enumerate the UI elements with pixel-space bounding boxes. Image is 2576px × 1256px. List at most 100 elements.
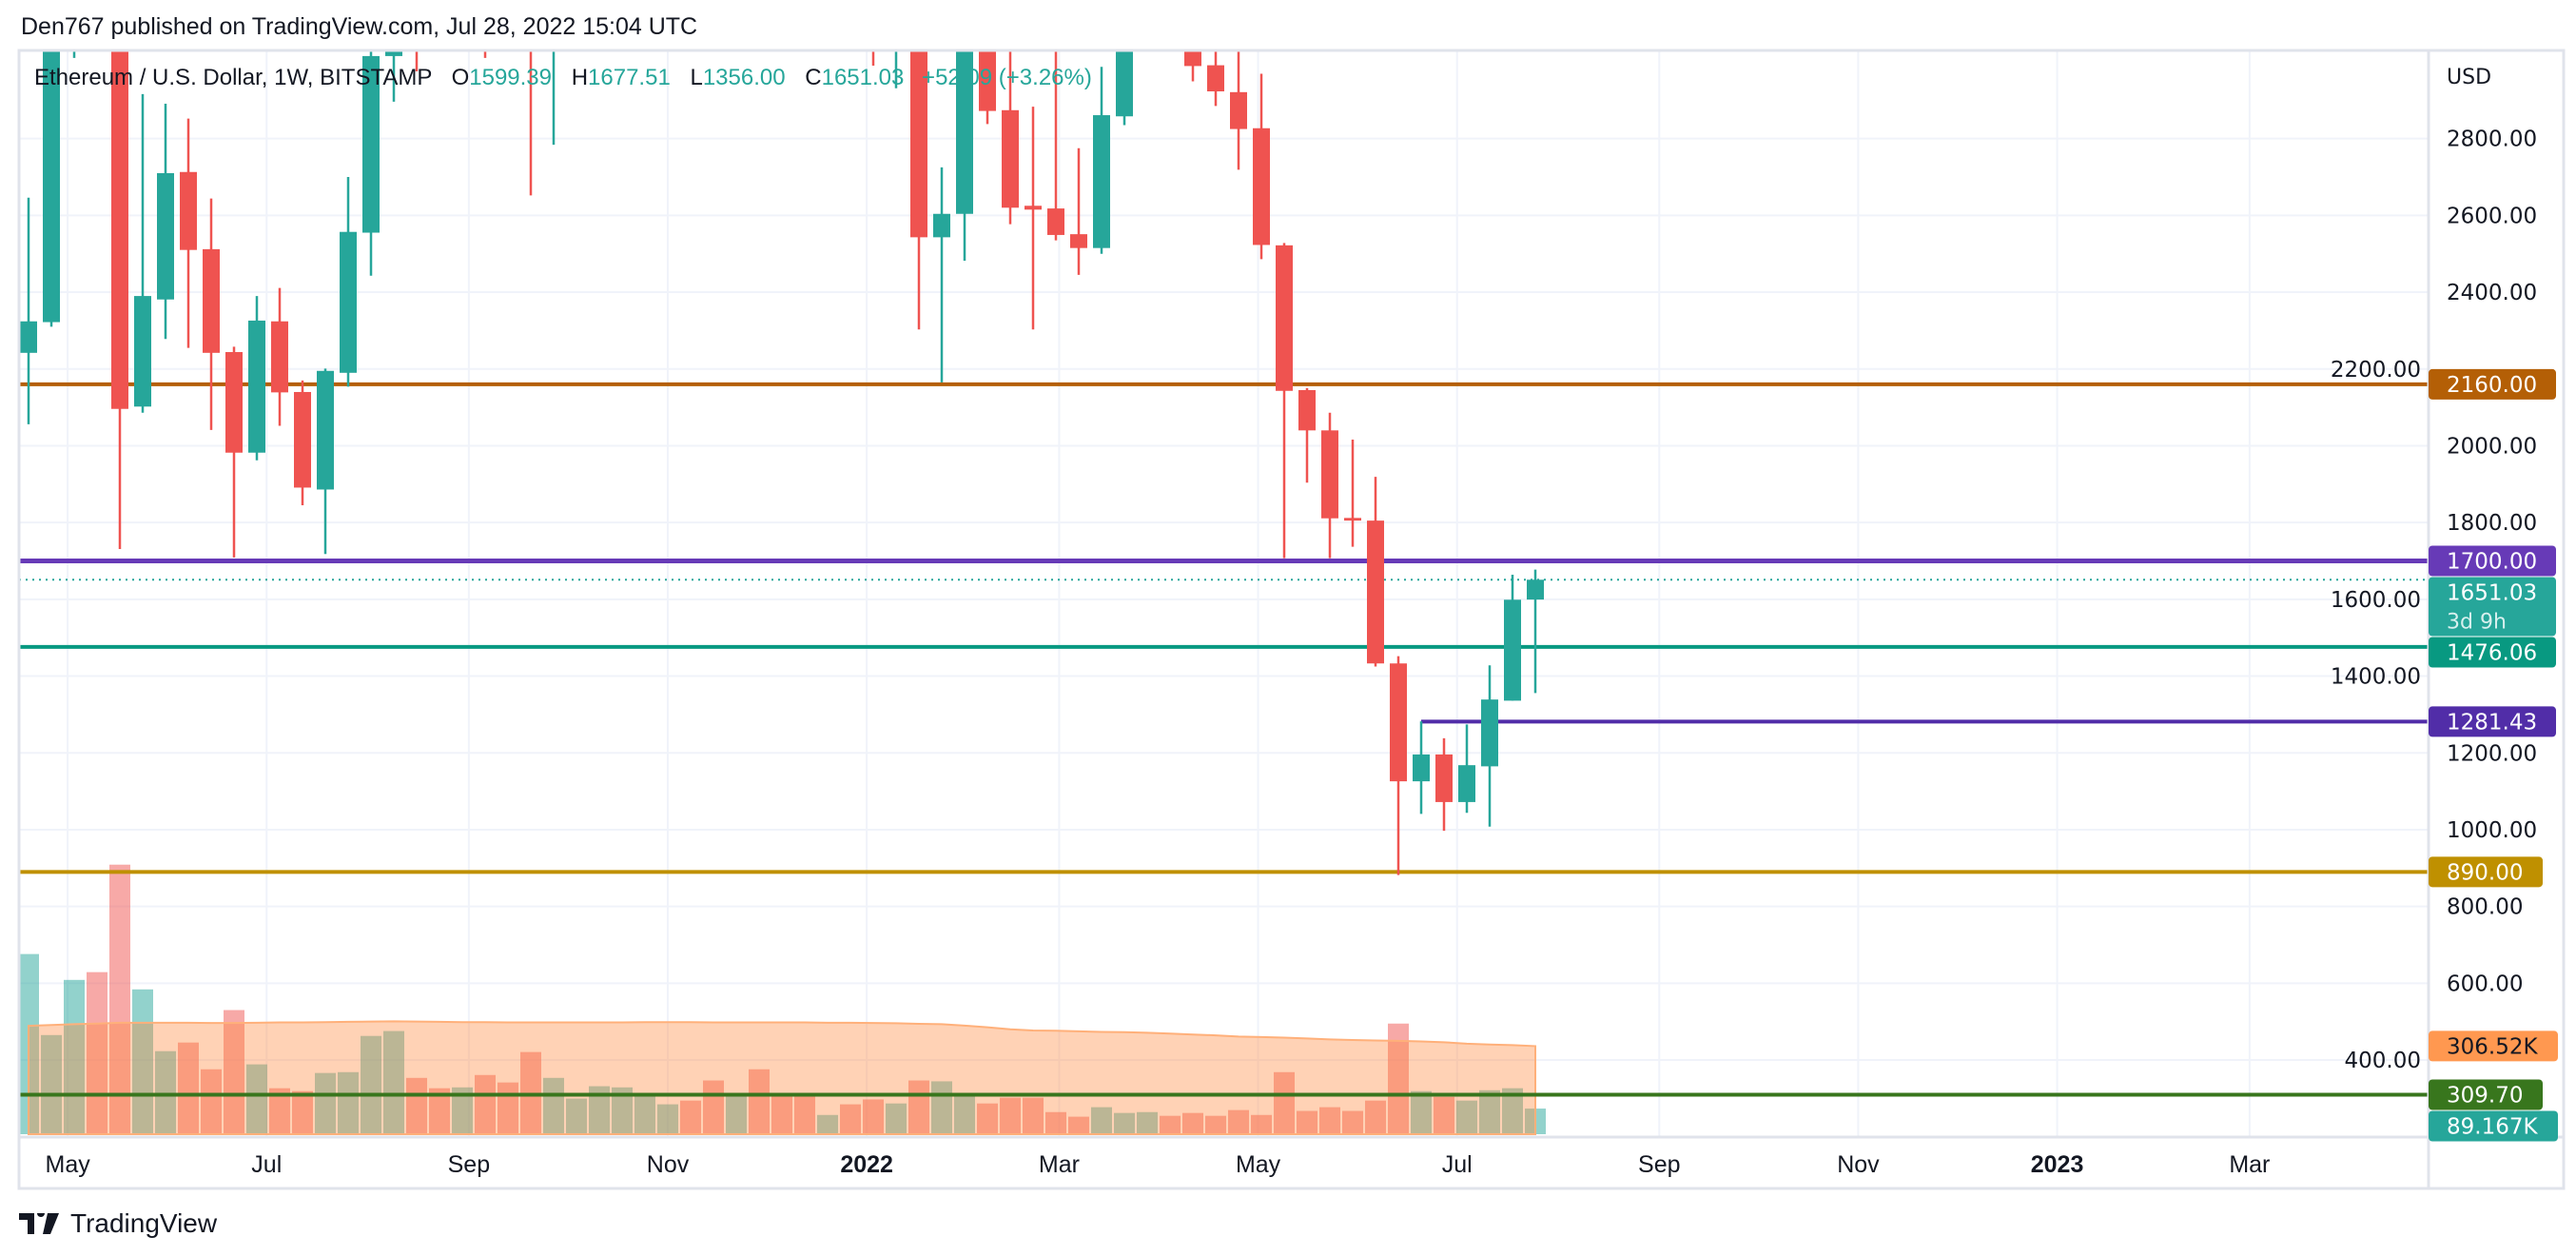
volume-bar: [1137, 1111, 1158, 1134]
volume-bar: [1502, 1088, 1523, 1134]
volume-ma-label-box: [2429, 1030, 2558, 1062]
volume-bar: [817, 1114, 838, 1134]
price-tick-label: 1800.00: [2447, 511, 2537, 536]
time-tick-label: 2023: [2031, 1151, 2084, 1178]
price-tick-label: 2600.00: [2447, 204, 2537, 228]
candle-body: [1230, 91, 1247, 129]
volume-bar: [612, 1087, 633, 1134]
candle-body: [134, 296, 151, 407]
volume-label-box: [2429, 1110, 2558, 1142]
candle-body: [1184, 50, 1201, 67]
candle-body: [271, 321, 288, 393]
volume-bar: [1205, 1115, 1226, 1134]
price-tick-label: 2200.00: [2331, 358, 2421, 383]
price-tick-label: 600.00: [2447, 971, 2523, 996]
chart-frame: [17, 49, 2566, 1190]
candle-body: [294, 391, 311, 488]
volume-bar: [1000, 1097, 1021, 1134]
time-axis[interactable]: May Jul Sep Nov 2022 Mar May Jul Sep Nov 2023 Mar: [46, 1151, 2271, 1178]
candle-body: [979, 50, 996, 111]
open-label: O: [451, 65, 470, 90]
time-tick-label: Mar: [2229, 1151, 2270, 1178]
hline-price-label: 1281.43: [2447, 710, 2537, 735]
volume-bar: [1251, 1114, 1272, 1134]
volume-bar: [361, 1035, 381, 1134]
time-tick-label: May: [46, 1151, 91, 1178]
time-tick-label: Mar: [1039, 1151, 1080, 1178]
candle-body: [1253, 128, 1270, 245]
candle-body: [317, 370, 334, 490]
candle-body: [865, 0, 882, 4]
volume-bar: [543, 1077, 564, 1134]
volume-bar: [863, 1099, 884, 1134]
candle-body: [225, 352, 243, 453]
price-tick-label: 2400.00: [2447, 281, 2537, 305]
volume-bar: [1091, 1107, 1112, 1134]
volume-bar: [1274, 1071, 1295, 1134]
publish-info: Den767 published on TradingView.com, Jul…: [21, 13, 698, 40]
candle-body: [1390, 663, 1407, 782]
high-label: H: [571, 65, 589, 90]
hline-price-label: 309.70: [2447, 1083, 2523, 1108]
hline-price-label: 1700.00: [2447, 550, 2537, 575]
volume-bar: [886, 1103, 907, 1134]
volume-ma-area: [28, 1020, 1536, 1135]
volume-bar: [383, 1030, 404, 1134]
price-axis[interactable]: 2800.00 2600.00 2400.00 2200.00 2000.00 1800.…: [2331, 66, 2537, 1073]
volume-ma-label: 306.52K: [2447, 1034, 2538, 1059]
horizontal-lines[interactable]: [19, 382, 2429, 1097]
volume-bar: [41, 1034, 62, 1134]
volume-bar: [178, 1042, 199, 1134]
volume-bar: [1182, 1112, 1203, 1134]
candle-body: [956, 50, 973, 214]
volume-bar: [452, 1087, 473, 1134]
volume-bar: [292, 1090, 313, 1134]
volume-bar: [109, 864, 130, 1134]
volume-bar: [840, 1104, 861, 1134]
volume-bar: [1434, 1096, 1454, 1134]
candle-body: [385, 50, 402, 56]
open-value: 1599.39: [469, 65, 553, 90]
candle-body: [1481, 699, 1498, 767]
logo-text: TradingView: [70, 1208, 218, 1238]
candle-body: [1116, 50, 1133, 117]
change-value: +52.09 (+3.26%): [922, 65, 1092, 90]
candle-body: [1002, 109, 1019, 208]
candle-body: [933, 213, 950, 238]
volume-bar: [201, 1069, 222, 1134]
volume-bar: [657, 1104, 678, 1134]
price-tick-label: 800.00: [2447, 895, 2523, 920]
candle-body: [180, 171, 197, 250]
volume-bar: [1479, 1089, 1500, 1134]
hline-price-label-box: [2429, 637, 2556, 668]
price-tick-label: 1600.00: [2331, 588, 2421, 613]
tradingview-logo[interactable]: TradingView: [19, 1208, 217, 1239]
volume-bar: [954, 1093, 975, 1134]
candle-body: [1025, 206, 1042, 210]
volume-pane: [19, 864, 1546, 1135]
volume-bar: [406, 1077, 427, 1134]
plot-area[interactable]: [18, 0, 2429, 1135]
hline-price-label-box: [2429, 1079, 2543, 1110]
candles: [20, 0, 1544, 875]
close-value: 1651.03: [821, 65, 905, 90]
volume-bar: [338, 1071, 359, 1134]
candle-body: [1504, 599, 1521, 701]
candle-body: [362, 55, 380, 233]
volume-bar: [429, 1088, 450, 1134]
candle-body: [1413, 754, 1430, 782]
volume-bar: [726, 1093, 747, 1134]
candle-body: [1276, 245, 1293, 391]
currency-label: USD: [2447, 66, 2491, 89]
last-price-label: 1651.03: [2447, 581, 2537, 606]
last-price-label-box: [2429, 577, 2556, 637]
time-tick-label: May: [1236, 1151, 1281, 1178]
candle-body: [1321, 430, 1338, 519]
candle-body: [545, 0, 562, 35]
volume-bar: [1045, 1111, 1066, 1134]
hline-price-label: 890.00: [2447, 860, 2523, 885]
time-tick-label: Sep: [448, 1151, 490, 1178]
symbol-legend: Ethereum / U.S. Dollar, 1W, BITSTAMP O15…: [34, 65, 1092, 91]
volume-label: 89.167K: [2447, 1114, 2538, 1139]
